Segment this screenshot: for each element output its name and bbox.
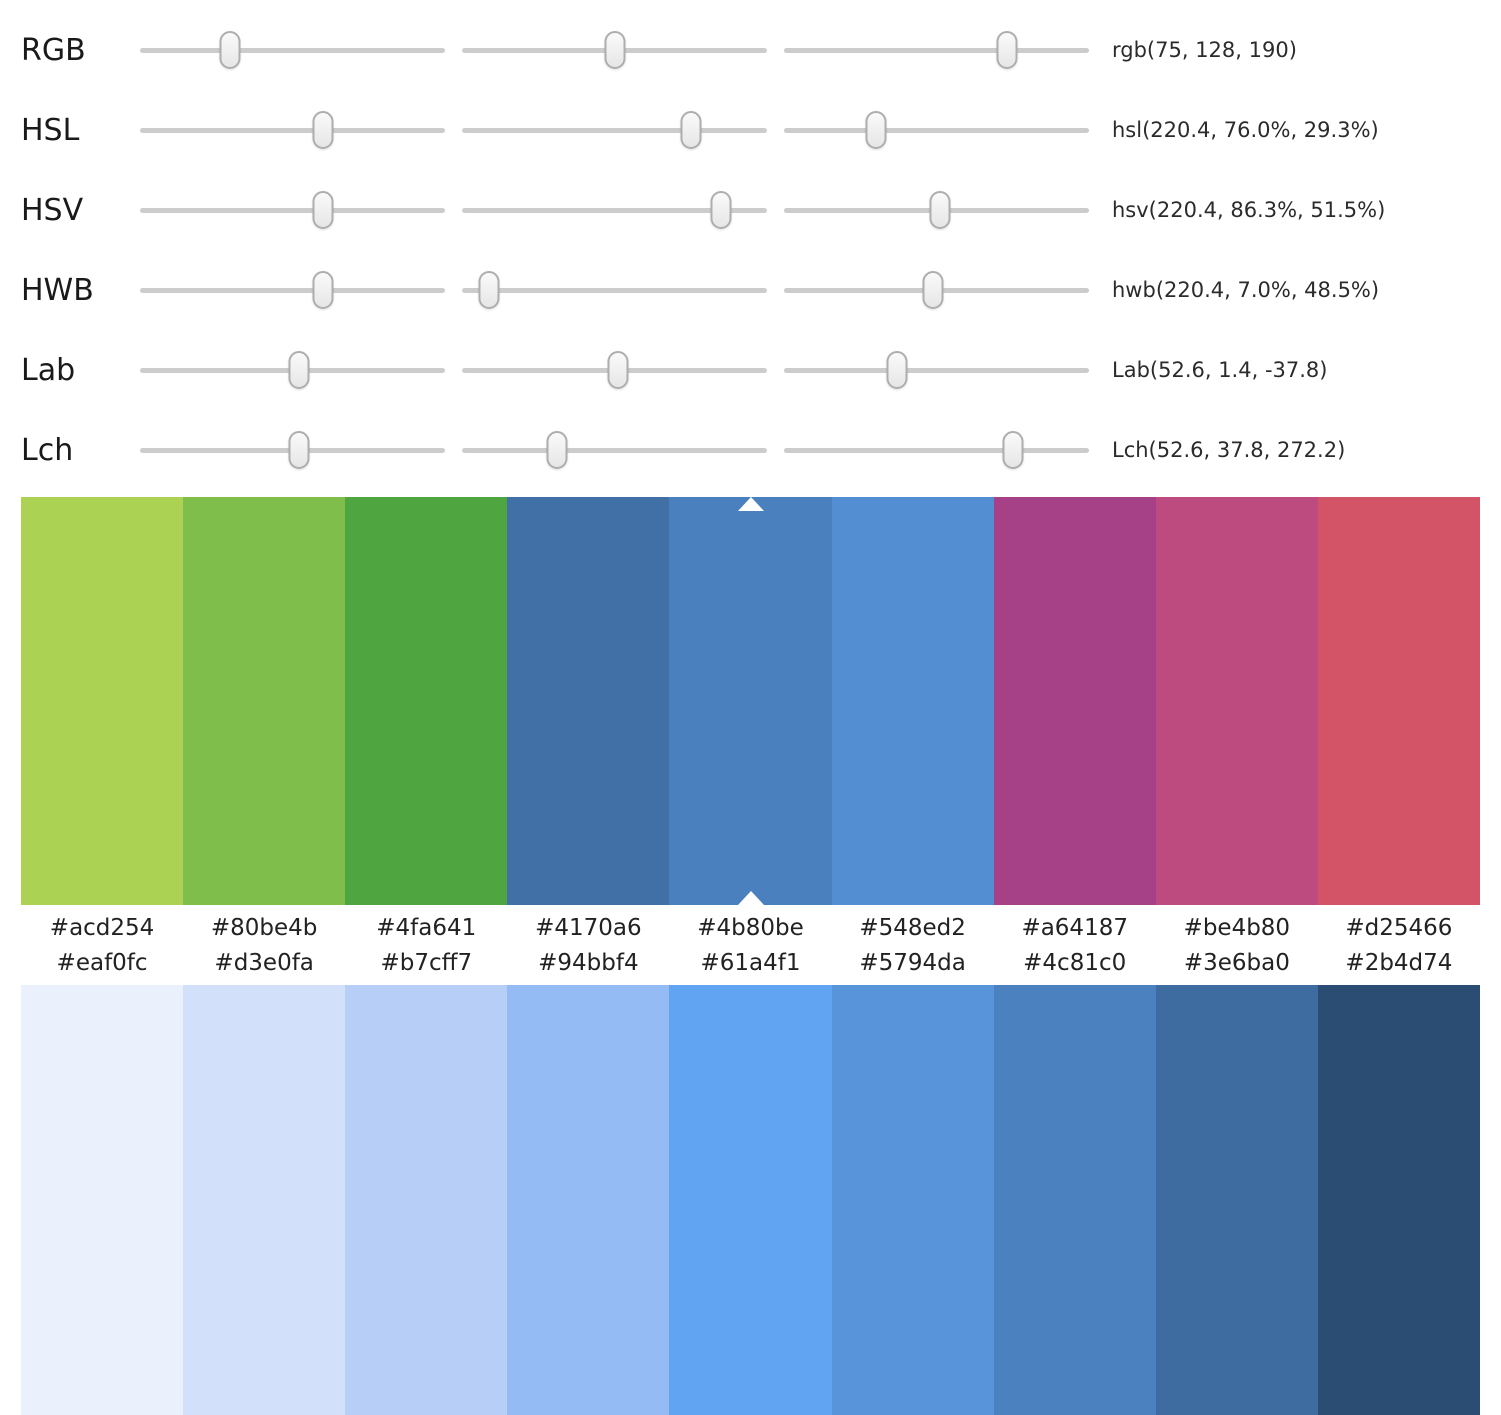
slider-thumb[interactable] [604,31,626,69]
color-value-label: hwb(220.4, 7.0%, 48.5%) [1112,278,1380,302]
slider-thumb[interactable] [865,111,886,149]
color-value-label: rgb(75, 128, 190) [1112,38,1297,62]
slider-row-hwb: HWB hwb(220.4, 7.0%, 48.5%) [0,250,1501,330]
slider-track[interactable] [140,31,445,69]
palette-swatch[interactable] [993,985,1156,1415]
colorspace-label: Lab [21,352,76,388]
slider-track[interactable] [784,111,1089,149]
slider-thumb[interactable] [710,191,732,229]
slider-thumb[interactable] [312,191,334,229]
color-value-label: hsv(220.4, 86.3%, 51.5%) [1112,198,1386,222]
slider-track[interactable] [462,351,767,389]
selected-swatch-notch-top-icon [737,497,764,511]
slider-track[interactable] [784,431,1089,469]
slider-track[interactable] [462,431,767,469]
slider-track[interactable] [140,271,445,309]
slider-row-hsv: HSV hsv(220.4, 86.3%, 51.5%) [0,170,1501,250]
slider-track[interactable] [140,431,445,469]
slider-thumb[interactable] [1002,431,1024,469]
palette-swatch[interactable] [183,497,346,905]
slider-track[interactable] [462,271,767,309]
palette-swatch[interactable] [669,985,832,1415]
palette-swatch[interactable] [669,497,832,905]
hex-label: #d3e0fa [214,950,314,976]
palette-swatch[interactable] [507,985,670,1415]
palette-swatch[interactable] [831,985,994,1415]
slider-thumb[interactable] [607,351,629,389]
slider-track[interactable] [462,111,767,149]
slider-thumb[interactable] [312,111,334,149]
selected-swatch-notch-bottom-icon [737,891,764,905]
hex-label: #4b80be [697,915,804,941]
slider-track[interactable] [140,191,445,229]
color-value-label: hsl(220.4, 76.0%, 29.3%) [1112,118,1379,142]
slider-thumb[interactable] [929,191,951,229]
hex-label: #eaf0fc [56,950,148,976]
hex-label: #548ed2 [859,915,966,941]
hex-label: #4fa641 [376,915,477,941]
palette-swatch[interactable] [1317,985,1480,1415]
hex-label: #2b4d74 [1345,950,1453,976]
palette-swatch[interactable] [831,497,994,905]
hex-label: #94bbf4 [538,950,639,976]
hex-label: #80be4b [210,915,318,941]
hex-label: #4c81c0 [1023,950,1127,976]
hex-label: #d25466 [1345,915,1453,941]
palette-swatch[interactable] [1317,497,1480,905]
palette-swatch[interactable] [1155,985,1318,1415]
palette-swatch[interactable] [21,497,184,905]
palette-bottom-hex-labels: #eaf0fc #d3e0fa #b7cff7 #94bbf4 #61a4f1 … [21,948,1480,985]
slider-track[interactable] [784,31,1089,69]
hex-label: #be4b80 [1183,915,1291,941]
palette-top-strip [21,497,1480,905]
colorspace-label: HSV [21,192,84,228]
slider-thumb[interactable] [922,271,944,309]
hex-label: #4170a6 [535,915,642,941]
palette-swatch[interactable] [507,497,670,905]
slider-track[interactable] [462,191,767,229]
slider-row-hsl: HSL hsl(220.4, 76.0%, 29.3%) [0,90,1501,170]
slider-thumb[interactable] [478,271,500,309]
slider-track[interactable] [462,31,767,69]
colorspace-label: RGB [21,32,86,68]
slider-row-rgb: RGB rgb(75, 128, 190) [0,10,1501,90]
colorspace-label: Lch [21,432,74,468]
slider-track[interactable] [140,351,445,389]
slider-track[interactable] [784,271,1089,309]
palette-swatch[interactable] [1155,497,1318,905]
slider-thumb[interactable] [680,111,702,149]
slider-thumb[interactable] [546,431,568,469]
slider-thumb[interactable] [288,431,310,469]
hex-label: #a64187 [1021,915,1128,941]
slider-row-lab: Lab Lab(52.6, 1.4, -37.8) [0,330,1501,410]
slider-thumb[interactable] [219,31,241,69]
palette-swatch[interactable] [345,497,508,905]
palette-swatch[interactable] [21,985,184,1415]
slider-track[interactable] [784,351,1089,389]
slider-row-lch: Lch Lch(52.6, 37.8, 272.2) [0,410,1501,490]
palette-swatch[interactable] [993,497,1156,905]
hex-label: #b7cff7 [380,950,473,976]
palette-bottom-strip [21,985,1480,1415]
slider-thumb[interactable] [288,351,310,389]
slider-track[interactable] [140,111,445,149]
hex-label: #acd254 [49,915,155,941]
colorspace-label: HWB [21,272,94,308]
palette-swatch[interactable] [183,985,346,1415]
slider-thumb[interactable] [996,31,1018,69]
hex-label: #5794da [859,950,966,976]
hex-label: #61a4f1 [700,950,801,976]
colorspace-sliders: RGB rgb(75, 128, 190) HSL hsl(220.4, 76.… [0,0,1501,490]
slider-thumb[interactable] [312,271,334,309]
palette-swatch[interactable] [345,985,508,1415]
color-value-label: Lch(52.6, 37.8, 272.2) [1112,438,1346,462]
colorspace-label: HSL [21,112,80,148]
hex-label: #3e6ba0 [1183,950,1290,976]
slider-thumb[interactable] [886,351,908,389]
palette-top-hex-labels: #acd254 #80be4b #4fa641 #4170a6 #4b80be … [21,905,1480,948]
color-value-label: Lab(52.6, 1.4, -37.8) [1112,358,1328,382]
slider-track[interactable] [784,191,1089,229]
